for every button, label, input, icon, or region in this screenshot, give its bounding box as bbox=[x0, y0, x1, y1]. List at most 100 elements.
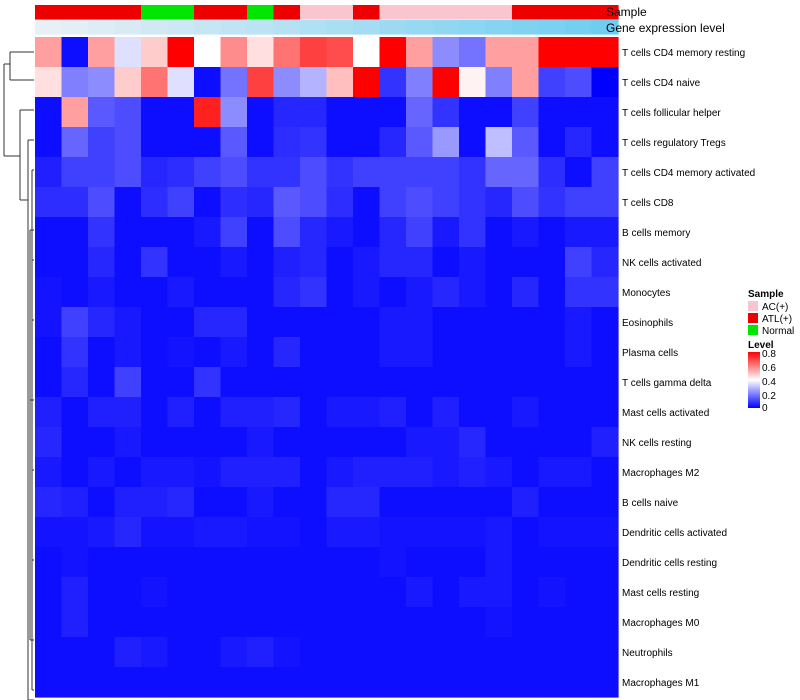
heatmap-cell bbox=[273, 217, 301, 248]
heatmap-cell bbox=[141, 247, 169, 278]
heatmap-cell bbox=[379, 577, 407, 608]
heatmap-cell bbox=[300, 517, 328, 548]
heatmap-cell bbox=[114, 607, 142, 638]
expression-annotation-cell bbox=[141, 20, 169, 35]
heatmap-cell bbox=[61, 187, 89, 218]
row-label: T cells CD4 naive bbox=[622, 78, 701, 89]
heatmap-cell bbox=[459, 397, 487, 428]
sample-annotation-cell bbox=[353, 5, 381, 20]
heatmap-cell bbox=[220, 337, 248, 368]
heatmap-cell bbox=[167, 67, 195, 98]
heatmap-cell bbox=[300, 667, 328, 698]
heatmap-cell bbox=[591, 247, 619, 278]
heatmap-cell bbox=[273, 187, 301, 218]
heatmap-cell bbox=[353, 37, 381, 68]
heatmap-cell bbox=[300, 637, 328, 668]
heatmap-cell bbox=[485, 127, 513, 158]
heatmap-cell bbox=[432, 517, 460, 548]
expression-annotation-cell bbox=[167, 20, 195, 35]
heatmap-cell bbox=[273, 277, 301, 308]
heatmap-cell bbox=[432, 307, 460, 338]
heatmap-cell bbox=[432, 577, 460, 608]
expression-annotation-cell bbox=[194, 20, 222, 35]
heatmap-cell bbox=[512, 337, 540, 368]
heatmap-cell bbox=[538, 547, 566, 578]
heatmap-cell bbox=[114, 277, 142, 308]
heatmap-cell bbox=[247, 577, 275, 608]
heatmap-cell bbox=[353, 517, 381, 548]
heatmap-cell bbox=[353, 577, 381, 608]
heatmap-cell bbox=[114, 487, 142, 518]
heatmap-cell bbox=[591, 607, 619, 638]
heatmap-cell bbox=[485, 247, 513, 278]
heatmap-cell bbox=[273, 547, 301, 578]
heatmap-cell bbox=[220, 397, 248, 428]
heatmap-cell bbox=[88, 547, 116, 578]
level-tick-0.8: 0.8 bbox=[762, 349, 776, 360]
heatmap-cell bbox=[538, 367, 566, 398]
heatmap-cell bbox=[194, 127, 222, 158]
heatmap-cell bbox=[485, 397, 513, 428]
heatmap-cell bbox=[485, 577, 513, 608]
heatmap-cell bbox=[353, 127, 381, 158]
expression-annotation-cell bbox=[61, 20, 89, 35]
heatmap-cell bbox=[35, 277, 63, 308]
heatmap-cell bbox=[88, 127, 116, 158]
heatmap-cell bbox=[194, 277, 222, 308]
heatmap-cell bbox=[353, 637, 381, 668]
sample-legend: Sample AC(+) ATL(+) Normal bbox=[748, 289, 794, 337]
heatmap-cell bbox=[61, 457, 89, 488]
heatmap-cell bbox=[88, 217, 116, 248]
heatmap-cell bbox=[432, 247, 460, 278]
heatmap-cell bbox=[406, 307, 434, 338]
heatmap-cell bbox=[273, 367, 301, 398]
heatmap-cell bbox=[406, 487, 434, 518]
heatmap-cell bbox=[194, 517, 222, 548]
heatmap-cell bbox=[459, 307, 487, 338]
heatmap-cell bbox=[485, 37, 513, 68]
heatmap-cell bbox=[326, 637, 354, 668]
heatmap-cell bbox=[406, 577, 434, 608]
heatmap-cell bbox=[459, 217, 487, 248]
heatmap-cell bbox=[459, 277, 487, 308]
heatmap-cell bbox=[512, 247, 540, 278]
heatmap-cell bbox=[61, 247, 89, 278]
heatmap-cell bbox=[273, 127, 301, 158]
heatmap-cell bbox=[114, 577, 142, 608]
heatmap-cell bbox=[35, 487, 63, 518]
heatmap-cell bbox=[167, 217, 195, 248]
heatmap-cell bbox=[565, 337, 593, 368]
heatmap-cell bbox=[141, 277, 169, 308]
heatmap-cell bbox=[326, 307, 354, 338]
heatmap-cell bbox=[247, 667, 275, 698]
heatmap-cell bbox=[61, 307, 89, 338]
heatmap-cell bbox=[194, 67, 222, 98]
heatmap-cell bbox=[247, 97, 275, 128]
row-label: Mast cells activated bbox=[622, 408, 709, 419]
heatmap-cell bbox=[485, 547, 513, 578]
heatmap-cell bbox=[247, 277, 275, 308]
heatmap-cell bbox=[167, 277, 195, 308]
heatmap-cell bbox=[194, 457, 222, 488]
heatmap-cell bbox=[326, 277, 354, 308]
heatmap-cell bbox=[220, 517, 248, 548]
heatmap-cell bbox=[220, 457, 248, 488]
heatmap-cell bbox=[485, 67, 513, 98]
heatmap-cell bbox=[247, 607, 275, 638]
heatmap-cell bbox=[194, 577, 222, 608]
heatmap-cell bbox=[591, 307, 619, 338]
heatmap-cell bbox=[485, 487, 513, 518]
heatmap-cell bbox=[114, 397, 142, 428]
heatmap-cell bbox=[565, 487, 593, 518]
heatmap-cell bbox=[485, 457, 513, 488]
heatmap-cell bbox=[247, 247, 275, 278]
expression-annotation-cell bbox=[406, 20, 434, 35]
heatmap-cell bbox=[247, 367, 275, 398]
heatmap-cell bbox=[485, 427, 513, 458]
heatmap-cell bbox=[591, 667, 619, 698]
heatmap-cell bbox=[300, 607, 328, 638]
heatmap-cell bbox=[300, 577, 328, 608]
level-legend-title: Level bbox=[748, 340, 774, 351]
sample-annotation-cell bbox=[406, 5, 434, 20]
heatmap-cell bbox=[406, 337, 434, 368]
